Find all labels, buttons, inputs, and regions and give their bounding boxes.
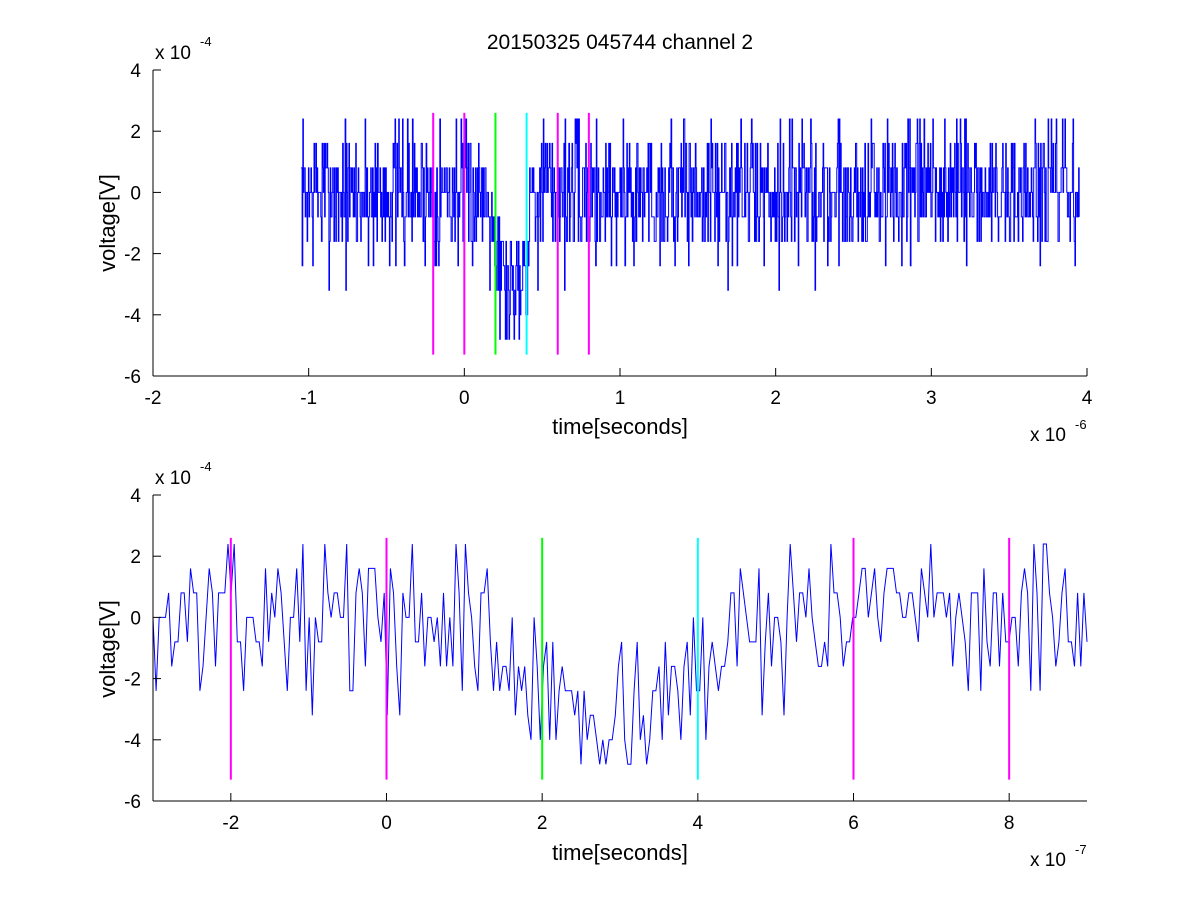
- top-plot-area: [153, 70, 1087, 376]
- bottom-x-tick-label: 4: [693, 813, 704, 834]
- bottom-x-tick-label: -2: [222, 813, 239, 834]
- top-x-multiplier: x 10: [1030, 425, 1066, 446]
- bottom-y-tick-label: -2: [124, 670, 141, 691]
- bottom-y-tick-label: -4: [124, 731, 141, 752]
- top-y-tick-label: -2: [124, 245, 141, 266]
- bottom-y-tick-label: 2: [130, 547, 141, 568]
- top-y-multiplier: x 10: [155, 43, 191, 64]
- bottom-y-tick-label: -6: [124, 792, 141, 813]
- top-y-tick-label: -4: [124, 306, 141, 327]
- bottom-x-multiplier-exp: -7: [1075, 842, 1087, 857]
- bottom-x-axis-label: time[seconds]: [552, 840, 688, 865]
- top-x-multiplier-exp: -6: [1075, 417, 1087, 432]
- bottom-y-axis-label: voltage[V]: [95, 600, 120, 698]
- bottom-x-tick-label: 2: [537, 813, 548, 834]
- bottom-panel: -2 0 2 4 6 8 -6 -4 -2 0 2 4 time[seconds] voltage[…: [95, 459, 1088, 871]
- top-y-tick-label: 0: [130, 183, 141, 204]
- top-x-tick-label: 4: [1082, 388, 1093, 409]
- bottom-y-multiplier: x 10: [155, 468, 191, 489]
- bottom-x-tick-label: 0: [381, 813, 392, 834]
- bottom-x-multiplier: x 10: [1030, 850, 1066, 871]
- top-x-tick-label: 2: [770, 388, 781, 409]
- top-y-ticks: -6 -4 -2 0 2 4: [124, 61, 161, 388]
- bottom-plot-area: [153, 495, 1087, 801]
- top-x-tick-label: 0: [459, 388, 470, 409]
- bottom-x-tick-label: 6: [848, 813, 859, 834]
- top-y-multiplier-exp: -4: [200, 34, 212, 49]
- top-x-tick-label: 1: [615, 388, 626, 409]
- top-y-tick-label: -6: [124, 367, 141, 388]
- top-y-tick-label: 2: [130, 122, 141, 143]
- bottom-y-tick-label: 4: [130, 486, 141, 507]
- bottom-x-ticks: -2 0 2 4 6 8: [222, 793, 1014, 834]
- top-x-tick-label: -1: [300, 388, 317, 409]
- top-panel: -2 -1 0 1 2 3 4 -6 -4 -2 0 2 4 time[seconds] voltag…: [95, 34, 1093, 446]
- top-y-axis-label: voltage[V]: [95, 174, 120, 272]
- bottom-y-tick-label: 0: [130, 608, 141, 629]
- bottom-chart-marks: [152, 537, 1088, 780]
- bottom-signal-line: [152, 543, 1088, 765]
- top-x-ticks: -2 -1 0 1 2 3 4: [145, 368, 1093, 409]
- bottom-y-ticks: -6 -4 -2 0 2 4: [124, 486, 161, 813]
- top-y-tick-label: 4: [130, 61, 141, 82]
- figure-title: 20150325 045744 channel 2: [487, 31, 753, 54]
- bottom-x-tick-label: 8: [1004, 813, 1015, 834]
- top-chart-marks: [300, 112, 1080, 355]
- top-x-tick-label: -2: [145, 388, 162, 409]
- bottom-y-multiplier-exp: -4: [200, 459, 212, 474]
- top-x-tick-label: 3: [926, 388, 937, 409]
- top-signal-line: [300, 118, 1080, 340]
- top-x-axis-label: time[seconds]: [552, 414, 688, 439]
